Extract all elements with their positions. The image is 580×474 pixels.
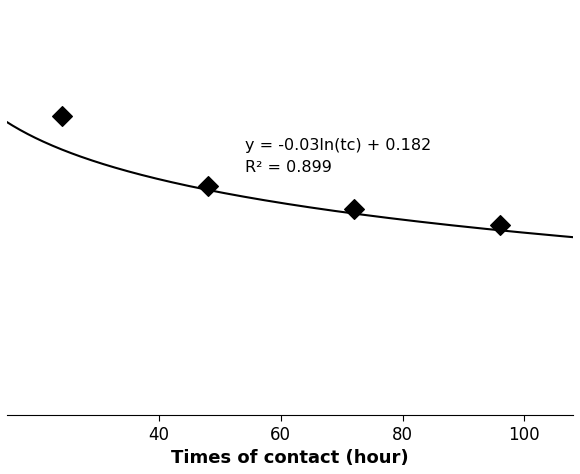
Point — [203, 182, 212, 190]
Point — [57, 112, 66, 119]
Text: y = -0.03ln(tc) + 0.182
R² = 0.899: y = -0.03ln(tc) + 0.182 R² = 0.899 — [245, 137, 431, 175]
X-axis label: Times of contact (hour): Times of contact (hour) — [171, 449, 409, 467]
Point — [495, 221, 505, 228]
Point — [349, 205, 358, 213]
